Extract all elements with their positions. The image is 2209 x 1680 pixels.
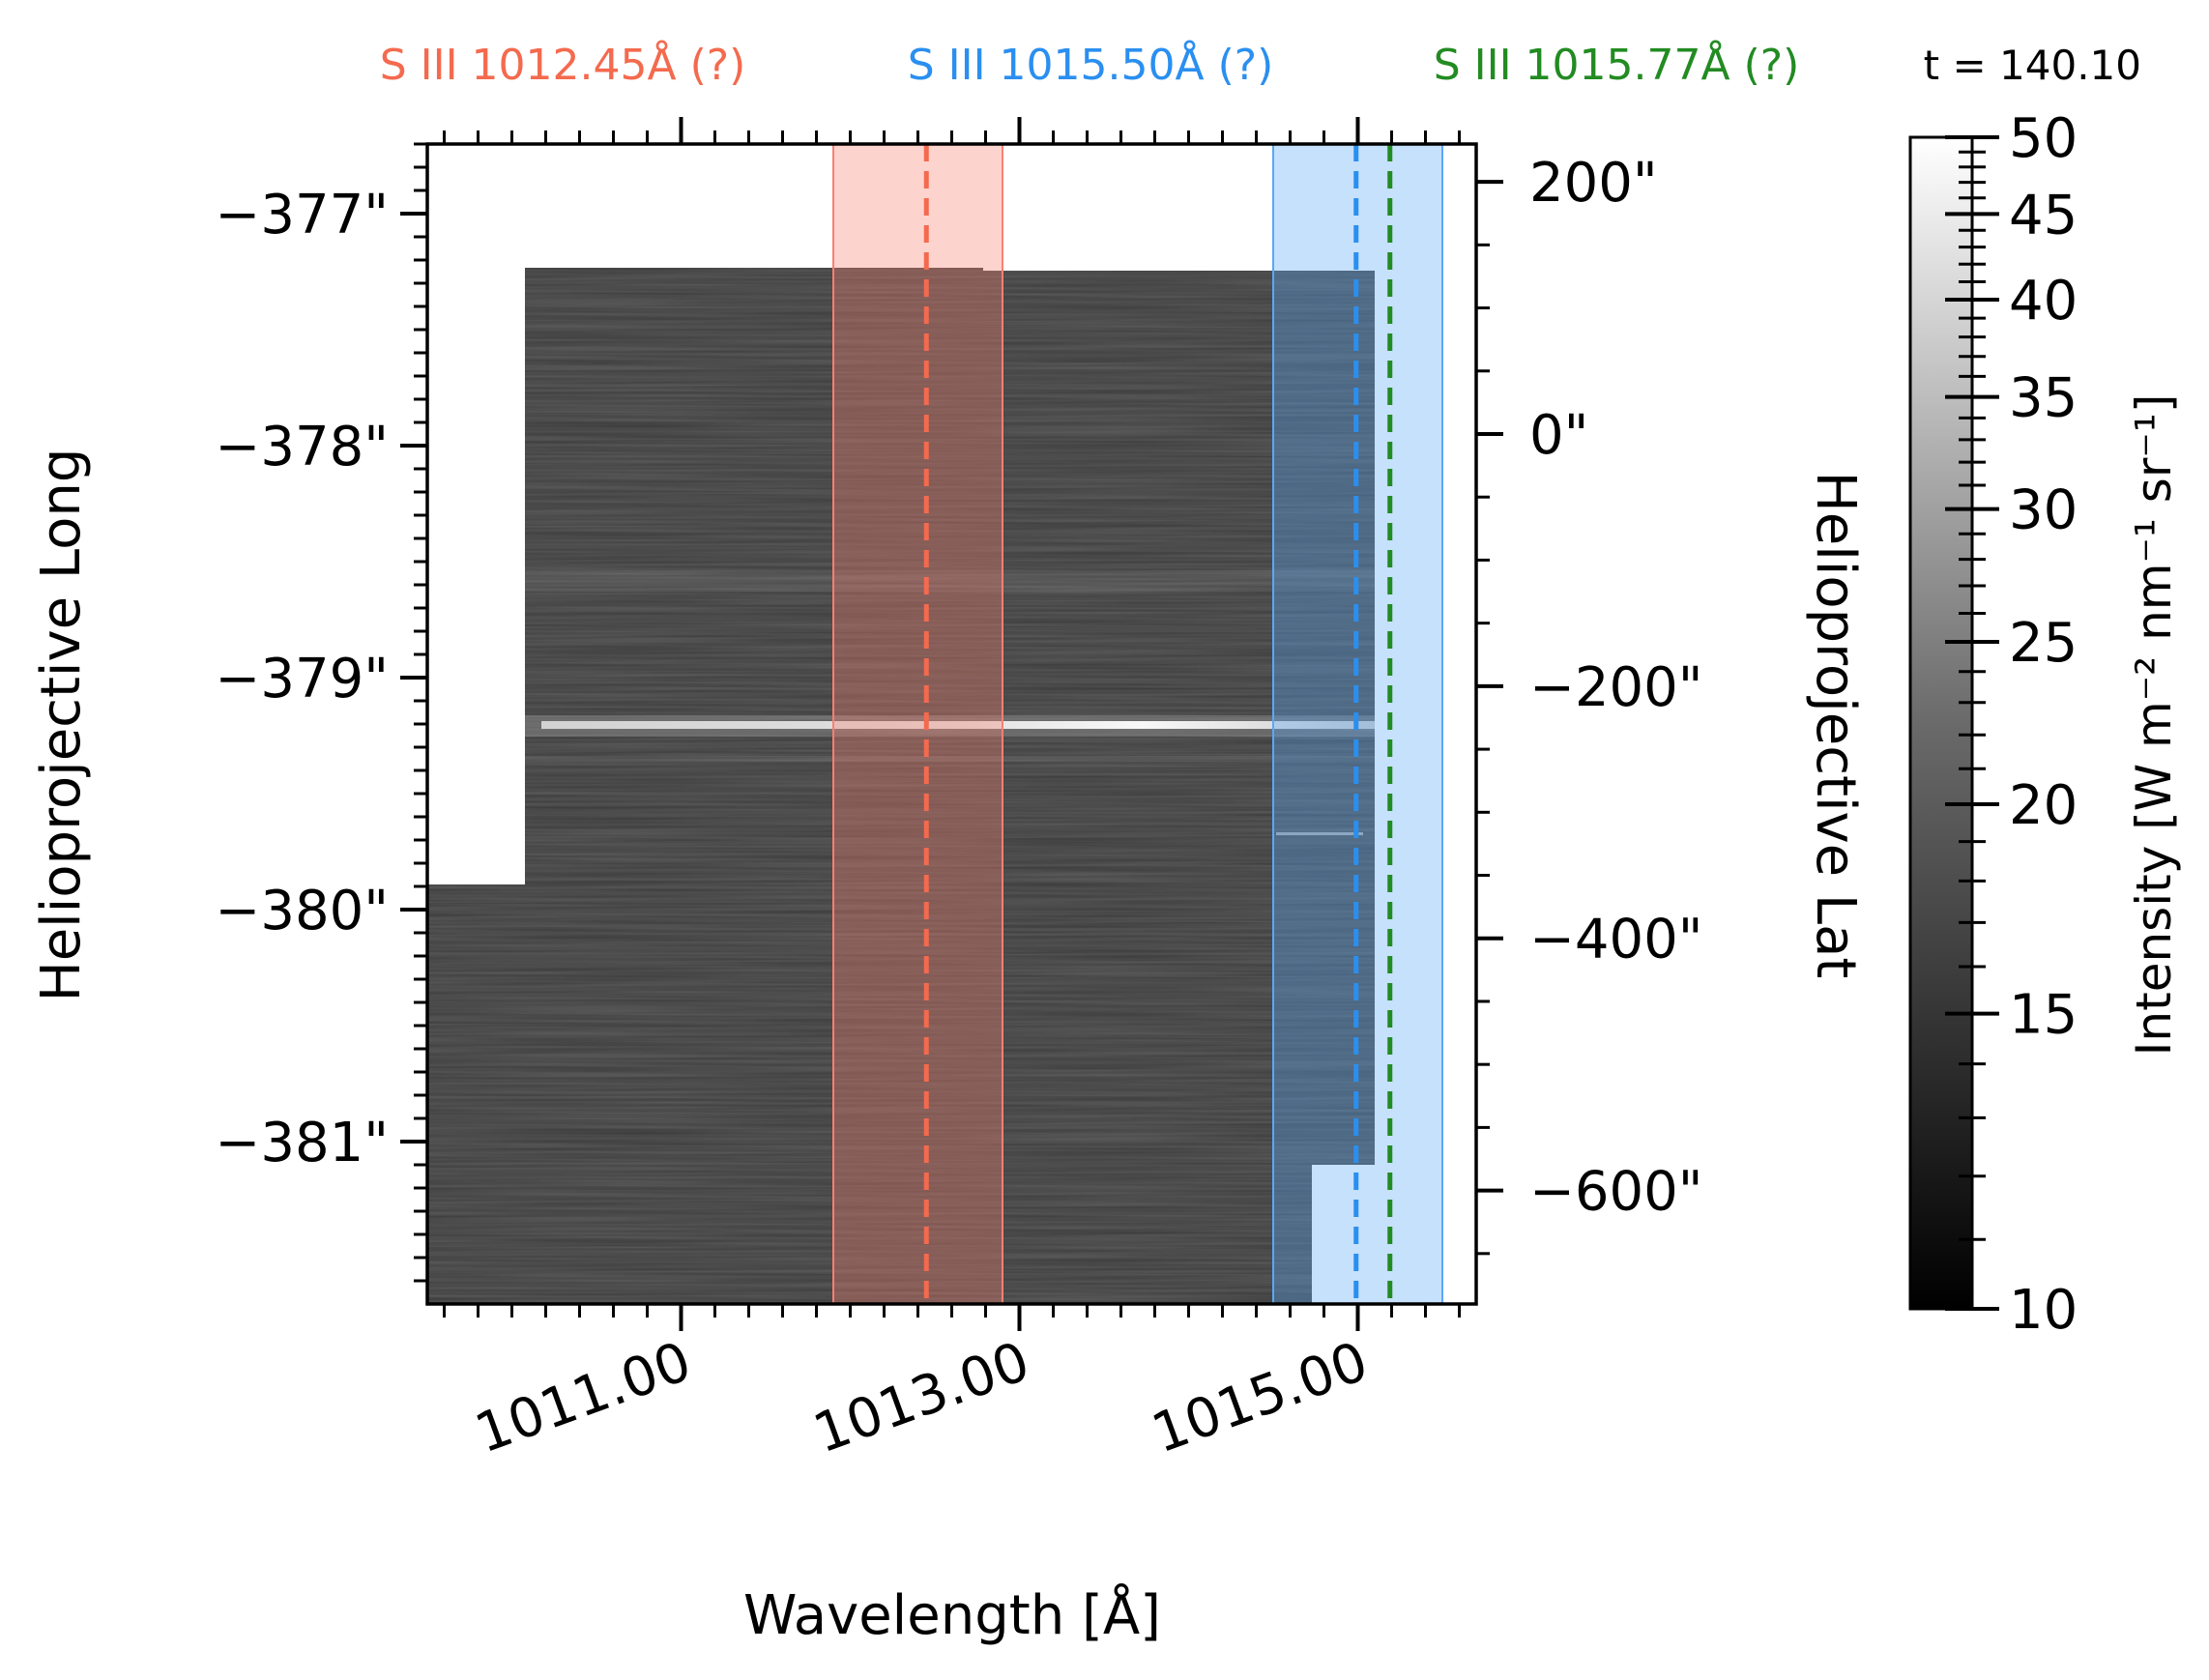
colorbar-tick-label: 10: [2009, 1279, 2078, 1342]
colorbar: [1908, 135, 1974, 1311]
y-left-tick-label: −378": [215, 416, 389, 478]
colorbar-tick-label: 45: [2009, 184, 2078, 246]
colorbar-tick-label: 15: [2009, 984, 2078, 1047]
time-label: t = 140.10: [1924, 42, 2141, 89]
y-right-tick-label: 0": [1529, 404, 1588, 467]
colorbar-label: Intensity [W m⁻² nm⁻¹ sr⁻¹]: [2126, 394, 2182, 1057]
x-tick-label: 1011.00: [467, 1330, 699, 1465]
y-right-tick-label: −600": [1529, 1161, 1703, 1224]
colorbar-tick-label: 50: [2009, 107, 2078, 170]
y-right-tick-label: 200": [1529, 152, 1658, 215]
y-left-tick-label: −379": [215, 648, 389, 710]
plot-area: [427, 268, 1375, 1304]
x-axis-label: Wavelength [Å]: [743, 1583, 1161, 1647]
colorbar-tick-label: 35: [2009, 367, 2078, 430]
colorbar-tick-label: 20: [2009, 774, 2078, 837]
secondary-feature: [525, 756, 1375, 762]
y-axis-label-left: Helioprojective Long: [30, 449, 93, 1002]
colorbar-tick-label: 30: [2009, 479, 2078, 542]
tertiary-feature: [1276, 832, 1363, 835]
colorbar-tick-label: 25: [2009, 612, 2078, 675]
line-label-3: S III 1015.77Å (?): [1434, 39, 1800, 90]
line-label-1: S III 1012.45Å (?): [380, 39, 746, 90]
y-left-tick-label: −381": [215, 1112, 389, 1174]
x-tick-label: 1015.00: [1144, 1330, 1376, 1465]
bright-feature: [541, 721, 1375, 729]
y-left-tick-label: −377": [215, 184, 389, 246]
x-tick-label: 1013.00: [805, 1330, 1037, 1465]
colorbar-tick-label: 40: [2009, 270, 2078, 333]
spectral-image-noise: [427, 268, 1375, 1304]
y-right-tick-label: −200": [1529, 656, 1703, 719]
y-right-tick-label: −400": [1529, 909, 1703, 971]
line-band-1: [832, 144, 1003, 1304]
y-left-tick-label: −380": [215, 880, 389, 942]
upper-bright-band: [525, 570, 1375, 592]
line-label-2: S III 1015.50Å (?): [908, 39, 1274, 90]
y-axis-label-right: Helioprojective Lat: [1804, 472, 1867, 979]
